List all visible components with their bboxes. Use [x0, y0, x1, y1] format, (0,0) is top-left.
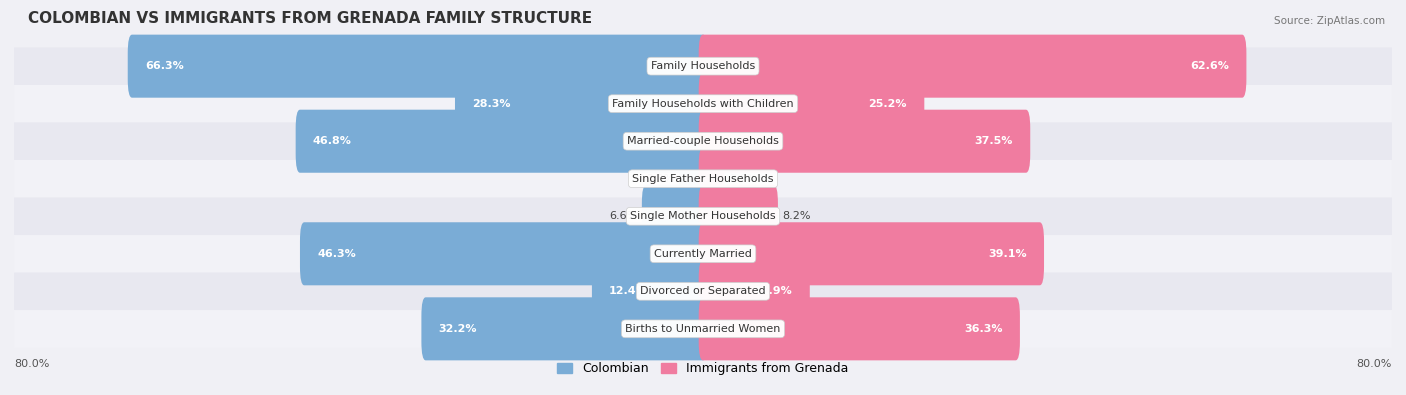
FancyBboxPatch shape — [699, 185, 778, 248]
FancyBboxPatch shape — [14, 310, 1392, 348]
FancyBboxPatch shape — [592, 260, 707, 323]
Text: Family Households with Children: Family Households with Children — [612, 99, 794, 109]
FancyBboxPatch shape — [422, 297, 707, 360]
Text: Source: ZipAtlas.com: Source: ZipAtlas.com — [1274, 16, 1385, 26]
Text: Married-couple Households: Married-couple Households — [627, 136, 779, 146]
FancyBboxPatch shape — [699, 72, 924, 135]
FancyBboxPatch shape — [14, 198, 1392, 235]
Text: 11.9%: 11.9% — [754, 286, 793, 296]
Text: 25.2%: 25.2% — [869, 99, 907, 109]
Text: Divorced or Separated: Divorced or Separated — [640, 286, 766, 296]
Text: 8.2%: 8.2% — [782, 211, 811, 221]
Text: 2.0%: 2.0% — [728, 174, 758, 184]
Text: 36.3%: 36.3% — [965, 324, 1002, 334]
FancyBboxPatch shape — [14, 47, 1392, 85]
FancyBboxPatch shape — [14, 85, 1392, 122]
FancyBboxPatch shape — [643, 185, 707, 248]
Text: 46.3%: 46.3% — [318, 249, 356, 259]
FancyBboxPatch shape — [128, 35, 707, 98]
Text: 2.3%: 2.3% — [647, 174, 675, 184]
Text: 28.3%: 28.3% — [472, 99, 510, 109]
Text: 6.6%: 6.6% — [609, 211, 637, 221]
Text: 80.0%: 80.0% — [14, 359, 49, 369]
Text: 80.0%: 80.0% — [1357, 359, 1392, 369]
FancyBboxPatch shape — [699, 260, 810, 323]
FancyBboxPatch shape — [299, 222, 707, 285]
Legend: Colombian, Immigrants from Grenada: Colombian, Immigrants from Grenada — [553, 357, 853, 380]
Text: 66.3%: 66.3% — [145, 61, 184, 71]
Text: Single Father Households: Single Father Households — [633, 174, 773, 184]
FancyBboxPatch shape — [14, 273, 1392, 310]
Text: Currently Married: Currently Married — [654, 249, 752, 259]
Text: 12.4%: 12.4% — [609, 286, 648, 296]
Text: Family Households: Family Households — [651, 61, 755, 71]
FancyBboxPatch shape — [699, 222, 1045, 285]
Text: COLOMBIAN VS IMMIGRANTS FROM GRENADA FAMILY STRUCTURE: COLOMBIAN VS IMMIGRANTS FROM GRENADA FAM… — [28, 11, 592, 26]
FancyBboxPatch shape — [699, 35, 1246, 98]
FancyBboxPatch shape — [679, 147, 707, 210]
FancyBboxPatch shape — [295, 110, 707, 173]
FancyBboxPatch shape — [699, 110, 1031, 173]
Text: 32.2%: 32.2% — [439, 324, 477, 334]
FancyBboxPatch shape — [699, 297, 1019, 360]
Text: 39.1%: 39.1% — [988, 249, 1026, 259]
Text: Single Mother Households: Single Mother Households — [630, 211, 776, 221]
FancyBboxPatch shape — [14, 160, 1392, 198]
FancyBboxPatch shape — [14, 122, 1392, 160]
FancyBboxPatch shape — [699, 147, 724, 210]
FancyBboxPatch shape — [456, 72, 707, 135]
FancyBboxPatch shape — [14, 235, 1392, 273]
Text: 46.8%: 46.8% — [314, 136, 352, 146]
Text: 37.5%: 37.5% — [974, 136, 1012, 146]
Text: 62.6%: 62.6% — [1191, 61, 1229, 71]
Text: Births to Unmarried Women: Births to Unmarried Women — [626, 324, 780, 334]
